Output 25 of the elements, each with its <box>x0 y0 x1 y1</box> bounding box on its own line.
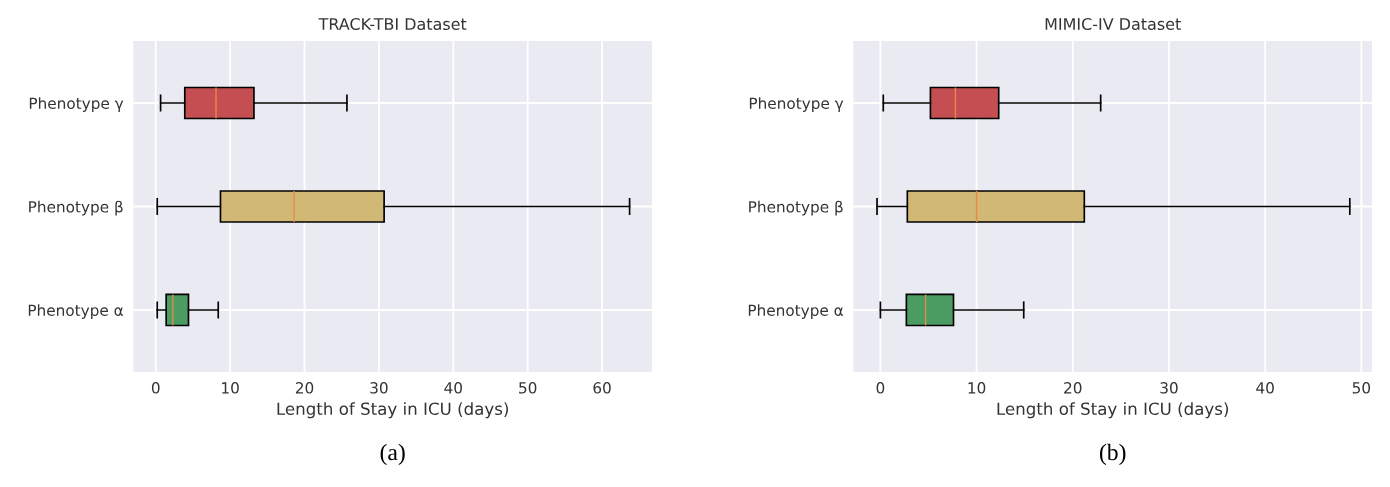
x-tick-label: 50 <box>519 382 537 394</box>
text: (b) <box>1099 443 1126 466</box>
x-axis-title: Length of Stay in ICU (days) <box>997 402 1229 419</box>
y-tick-label: Phenotype γ <box>29 97 124 112</box>
y-tick-label: Phenotype α <box>28 304 123 319</box>
x-tick-label: 10 <box>968 382 986 394</box>
chart-title: MIMIC-IV Dataset <box>1045 17 1181 31</box>
y-tick-label: Phenotype α <box>748 304 844 319</box>
y-tick-label: Phenotype γ <box>749 97 844 112</box>
x-tick-label: 0 <box>151 382 160 394</box>
y-tick-label: Phenotype β <box>29 200 123 216</box>
x-tick-label: 20 <box>295 382 314 394</box>
text: (a) <box>380 443 405 466</box>
x-tick-label: 30 <box>370 382 388 394</box>
x-tick-label: 0 <box>876 382 885 394</box>
x-tick-label: 50 <box>1352 382 1371 394</box>
x-tick-label: 40 <box>444 382 463 394</box>
y-tick-label: Phenotype β <box>749 200 843 216</box>
x-tick-label: 30 <box>1160 382 1178 394</box>
x-axis-title: Length of Stay in ICU (days) <box>277 402 508 419</box>
chart-title: TRACK-TBI Dataset <box>318 17 467 31</box>
x-tick-label: 20 <box>1064 382 1082 394</box>
x-tick-label: 10 <box>222 382 239 394</box>
x-tick-label: 40 <box>1256 382 1274 394</box>
x-tick-label: 60 <box>593 382 611 394</box>
